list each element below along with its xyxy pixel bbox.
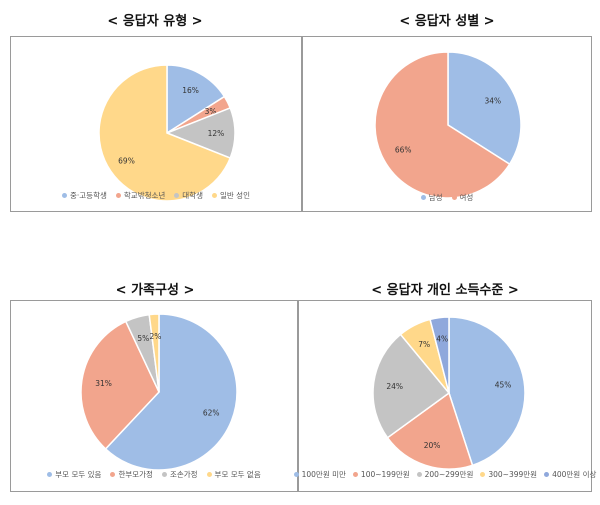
legend-swatch	[212, 193, 217, 198]
legend-respondent-type: 중·고등학생 학교밖청소년 대학생 일반 성인	[11, 190, 301, 201]
legend-item-400만원-이상: 400만원 이상	[544, 469, 596, 480]
legend-family-composition: 부모 모두 있음 한부모가정 조손가정 부모 모두 없음	[11, 469, 297, 480]
legend-item-학교밖청소년: 학교밖청소년	[115, 190, 166, 201]
pie-slice-부모-모두-있음	[104, 313, 238, 471]
legend-item-부모-모두-있음: 부모 모두 있음	[47, 469, 101, 480]
chart-title-income-level: < 응답자 개인 소득수준 >	[371, 283, 519, 298]
legend-label: 대학생	[182, 191, 203, 200]
legend-label: 100~199만원	[360, 470, 410, 479]
legend-item-300~399만원: 300~399만원	[480, 469, 537, 480]
chart-title-respondent-type: < 응답자 유형 >	[107, 14, 203, 29]
chart-panel-income-level: 45% 20% 24% 7% 4% 100만원 미만 100~199만원 200~299만원…	[293, 300, 596, 492]
pie-respondent-type: 16% 3% 12% 69%	[98, 64, 236, 202]
legend-label: 100만원 미만	[301, 470, 346, 479]
slice-label-100~199만원: 20%	[424, 441, 441, 450]
legend-item-대학생: 대학생	[174, 190, 203, 201]
legend-item-남성: 남성	[420, 192, 443, 203]
pie-slice-200~299만원	[372, 333, 451, 439]
legend-label: 조손가정	[169, 470, 198, 479]
pie-slice-일반-성인	[98, 64, 232, 202]
pie-family-composition: 62% 31% 5% 2%	[80, 313, 238, 471]
legend-label: 남성	[428, 193, 443, 202]
slice-label-조손가정: 5%	[137, 334, 149, 343]
slice-label-100만원-미만: 45%	[495, 380, 512, 389]
legend-item-100~199만원: 100~199만원	[352, 469, 410, 480]
legend-swatch	[110, 472, 116, 477]
slice-label-대학생: 12%	[208, 129, 225, 138]
slice-label-남성: 34%	[484, 96, 501, 105]
legend-item-일반-성인: 일반 성인	[212, 190, 250, 201]
slice-label-일반-성인: 69%	[118, 157, 135, 166]
legend-label: 400만원 이상	[552, 470, 597, 479]
chart-panel-respondent-type: 16% 3% 12% 69% 중·고등학생 학교밖청소년 대학생 일반 성인	[10, 36, 302, 212]
legend-item-200~299만원: 200~299만원	[416, 469, 474, 480]
legend-swatch	[62, 193, 67, 198]
slice-label-여성: 66%	[395, 146, 412, 155]
legend-label: 여성	[459, 193, 474, 202]
pie-slice-중·고등학생	[166, 64, 226, 135]
pie-slice-100만원-미만	[448, 316, 526, 467]
slice-label-부모-모두-없음: 2%	[150, 332, 162, 341]
slice-label-학교밖청소년: 3%	[205, 107, 217, 116]
pie-slice-400만원-이상	[429, 316, 450, 394]
pie-slice-100~199만원	[386, 391, 474, 470]
pie-slice-부모-모두-없음	[148, 313, 160, 393]
legend-label: 200~299만원	[424, 470, 474, 479]
legend-respondent-gender: 남성 여성	[303, 192, 591, 203]
chart-panel-respondent-gender: 34% 66% 남성 여성	[302, 36, 592, 212]
legend-swatch	[47, 472, 53, 477]
legend-swatch	[115, 193, 121, 198]
legend-swatch	[206, 472, 212, 477]
legend-label: 한부모가정	[118, 470, 153, 479]
legend-label: 부모 모두 없음	[214, 470, 261, 479]
legend-label: 중·고등학생	[70, 191, 107, 200]
legend-swatch	[352, 472, 358, 477]
legend-swatch	[544, 472, 550, 477]
legend-item-중·고등학생: 중·고등학생	[62, 190, 107, 201]
legend-item-부모-모두-없음: 부모 모두 없음	[206, 469, 261, 480]
legend-item-여성: 여성	[451, 192, 474, 203]
chart-panel-family-composition: 62% 31% 5% 2% 부모 모두 있음 한부모가정 조손가정 부모 모두 없음	[10, 300, 298, 492]
pie-slice-한부모가정	[80, 320, 160, 450]
legend-label: 일반 성인	[220, 191, 250, 200]
legend-swatch	[174, 193, 180, 198]
legend-label: 학교밖청소년	[123, 191, 166, 200]
slice-label-한부모가정: 31%	[95, 379, 112, 388]
legend-label: 300~399만원	[488, 470, 538, 479]
legend-swatch	[480, 472, 486, 477]
pie-income-level: 45% 20% 24% 7% 4%	[372, 316, 526, 470]
slice-label-400만원-이상: 4%	[436, 335, 448, 344]
chart-title-family-composition: < 가족구성 >	[115, 283, 195, 298]
slice-label-300~399만원: 7%	[418, 340, 430, 349]
pie-respondent-gender: 34% 66%	[374, 51, 522, 199]
legend-swatch	[416, 472, 422, 477]
legend-swatch	[420, 195, 426, 200]
chart-title-respondent-gender: < 응답자 성별 >	[399, 14, 495, 29]
legend-swatch	[451, 195, 457, 200]
legend-income-level: 100만원 미만 100~199만원 200~299만원 300~399만원 400만원…	[293, 469, 596, 480]
pie-slice-여성	[374, 51, 511, 199]
slice-label-부모-모두-있음: 62%	[203, 409, 220, 418]
legend-swatch	[161, 472, 167, 477]
legend-label: 부모 모두 있음	[55, 470, 102, 479]
slice-label-200~299만원: 24%	[386, 382, 403, 391]
legend-item-조손가정: 조손가정	[161, 469, 198, 480]
slice-label-중·고등학생: 16%	[182, 86, 199, 95]
legend-swatch	[293, 472, 299, 477]
legend-item-100만원-미만: 100만원 미만	[293, 469, 346, 480]
legend-item-한부모가정: 한부모가정	[110, 469, 153, 480]
